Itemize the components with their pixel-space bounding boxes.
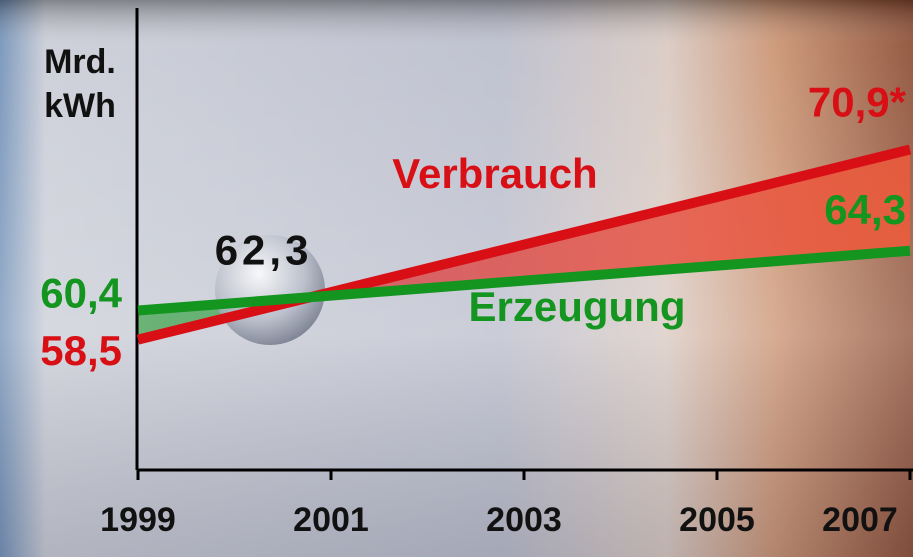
value-label: 58,5 bbox=[40, 327, 122, 374]
value-label: 60,4 bbox=[40, 270, 122, 317]
x-tick-label: 2005 bbox=[679, 501, 755, 539]
y-axis-label: Mrd. bbox=[44, 43, 116, 81]
crossing-label: 62,3 bbox=[215, 226, 313, 273]
x-tick-label: 1999 bbox=[100, 501, 176, 539]
y-axis-label: kWh bbox=[44, 87, 116, 125]
x-tick-label: 2003 bbox=[486, 501, 562, 539]
x-tick-label: 2001 bbox=[293, 501, 369, 539]
series-line bbox=[136, 144, 912, 345]
value-label: 64,3 bbox=[824, 186, 906, 233]
x-tick-label: 2007 bbox=[822, 501, 898, 539]
series-line bbox=[137, 245, 911, 316]
series-name: Erzeugung bbox=[469, 283, 686, 330]
series-name: Verbrauch bbox=[392, 150, 597, 197]
value-label: 70,9* bbox=[808, 79, 907, 126]
